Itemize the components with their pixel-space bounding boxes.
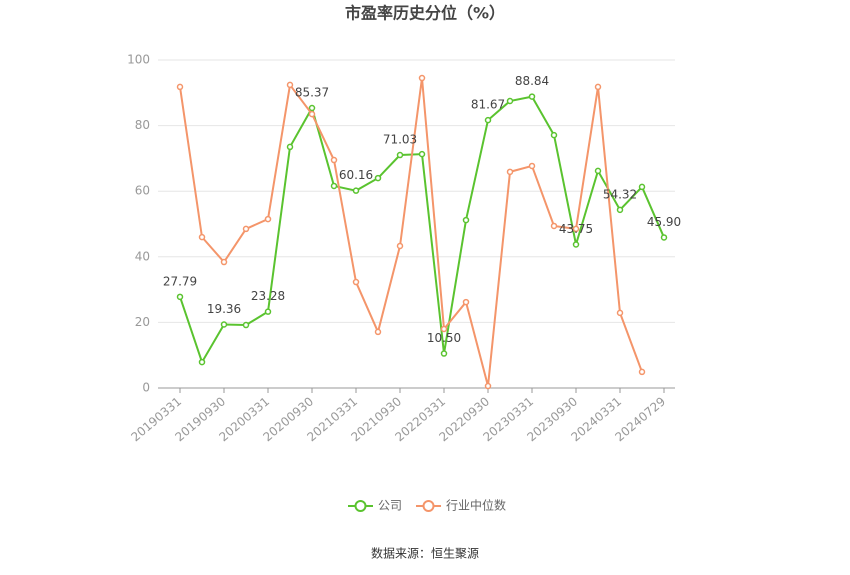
data-label: 27.79 [163,274,197,288]
point [528,93,536,100]
point [176,83,184,91]
point [330,182,338,190]
point [286,143,294,151]
source: 数据来源：恒生聚源 [371,546,479,561]
point [638,183,646,191]
point [594,167,602,175]
data-label: 43.75 [559,222,593,236]
point [594,83,602,91]
point [484,116,492,124]
point [418,74,426,82]
y-tick-label: 100 [127,53,150,67]
y-tick-label: 20 [135,315,150,329]
data-label: 10.50 [427,331,461,345]
point [572,241,580,248]
point [264,308,272,315]
point [374,174,382,182]
data-label: 54.32 [603,187,637,201]
point [242,321,250,329]
point [550,131,558,139]
point [484,382,492,390]
point [308,104,316,112]
point [396,151,404,159]
point [638,368,646,376]
point [396,242,404,250]
point [198,358,206,366]
point [506,168,514,176]
point [616,309,624,317]
point [418,150,426,158]
point [440,325,448,333]
point [572,225,580,233]
point [616,206,624,214]
point [374,328,382,336]
y-tick-label: 40 [135,249,150,263]
point [286,81,294,89]
legend-marker [354,500,367,512]
data-label: 19.36 [207,302,241,316]
point [330,156,338,164]
point [462,298,470,306]
y-tick-label: 80 [135,118,150,132]
point [352,278,360,286]
point [220,321,228,328]
y-tick-label: 0 [142,381,150,395]
point [198,233,206,241]
data-label: 88.84 [515,74,549,88]
data-label: 23.28 [251,289,285,303]
series-line [179,77,643,387]
data-label: 60.16 [339,168,373,182]
data-label: 85.37 [295,85,329,99]
legend-label: 公司 [378,499,402,513]
point [506,97,514,105]
data-label: 45.90 [647,215,681,229]
legend-marker [422,500,435,512]
point [242,225,250,233]
point [264,215,272,223]
data-label: 81.67 [471,98,505,112]
chart-title: 市盈率历史分位（%） [345,4,505,23]
point [528,162,536,170]
point [462,216,470,224]
point [220,258,228,266]
point [660,234,668,241]
point [440,350,448,357]
point [550,222,558,230]
legend-label: 行业中位数 [446,498,506,513]
point [352,187,360,194]
data-label: 71.03 [383,133,417,147]
y-tick-label: 60 [135,184,150,198]
point [176,293,184,301]
point [308,110,316,118]
